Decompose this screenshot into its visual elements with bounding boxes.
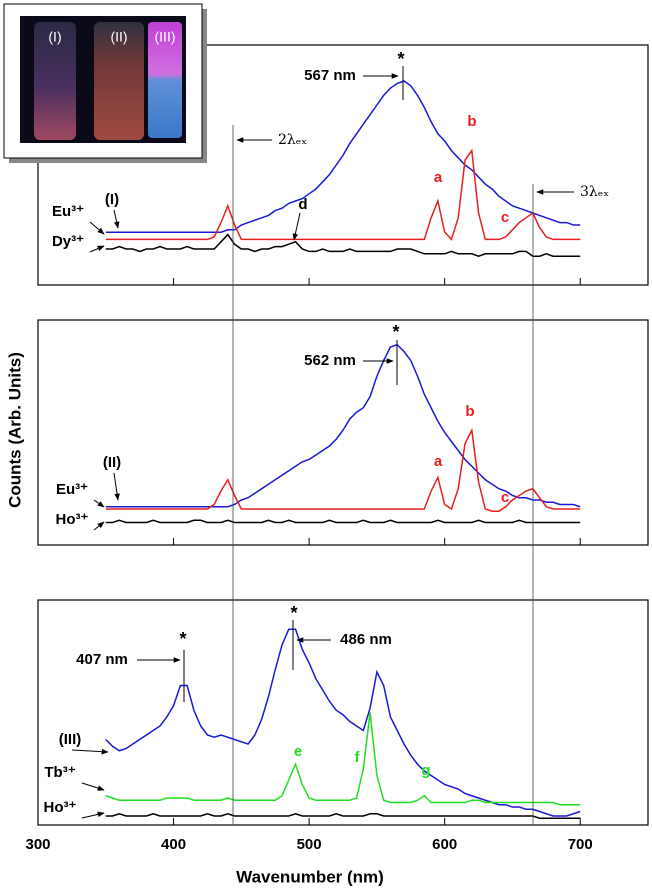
arrow [81, 811, 105, 819]
x-tick-label: 700 [568, 836, 593, 853]
series-label: Eu³⁺ [56, 481, 88, 498]
spectrum-line [105, 712, 581, 806]
vial [148, 22, 182, 138]
y-axis-label: Counts (Arb. Units) [5, 352, 24, 508]
series-label: (I) [105, 191, 119, 208]
series-label: Dy³⁺ [52, 233, 84, 250]
annotation: 407 nm [76, 651, 128, 668]
series-label: Tb³⁺ [44, 764, 75, 781]
annotation: 3λₑₓ [580, 184, 609, 200]
annotation: 2λₑₓ [278, 132, 307, 148]
arrow [113, 209, 120, 229]
annotation: f [355, 749, 361, 766]
annotation: 486 nm [340, 631, 392, 648]
x-tick-label: 300 [25, 836, 50, 853]
x-tick-label: 500 [297, 836, 322, 853]
inset-label: (I) [48, 29, 61, 45]
annotation: g [421, 762, 430, 779]
inset-label: (III) [155, 29, 176, 45]
arrow [71, 748, 109, 755]
panel-frame [37, 44, 649, 286]
panel-frame [37, 319, 649, 546]
series-label: (II) [103, 454, 121, 471]
annotation: c [501, 489, 509, 506]
spectrum-line [105, 148, 581, 241]
arrow [81, 782, 105, 791]
vial [94, 22, 144, 140]
arrow [292, 212, 301, 241]
series-label: Ho³⁺ [56, 511, 89, 528]
annotation: a [434, 169, 443, 186]
annotation: * [397, 49, 404, 69]
plot-area: (I) Eu³⁺ Dy³⁺ 567 nm * a b c d 2λₑₓ 3λₑₓ (II) Eu³⁺ Ho… [25, 44, 649, 853]
annotation: d [298, 196, 307, 213]
arrow [93, 521, 105, 531]
spectrum-line [105, 343, 581, 508]
arrow [113, 472, 120, 501]
annotation: e [294, 743, 302, 760]
spectrum-line [105, 812, 581, 819]
series-label: (III) [59, 731, 82, 748]
annotation: 562 nm [304, 352, 356, 369]
annotation: b [467, 113, 476, 130]
spectrum-line [105, 427, 581, 512]
x-tick-label: 600 [432, 836, 457, 853]
x-tick-label: 400 [161, 836, 186, 853]
annotation: * [392, 322, 399, 342]
annotation: a [434, 453, 443, 470]
arrow [89, 221, 105, 235]
vial [34, 22, 76, 140]
series-label: Eu³⁺ [52, 203, 84, 220]
arrow [89, 245, 105, 253]
annotation: * [179, 629, 186, 649]
annotation: c [501, 209, 509, 226]
arrow [93, 499, 105, 508]
annotation: 567 nm [304, 67, 356, 84]
inset-label: (II) [110, 29, 127, 45]
x-axis-label: Wavenumber (nm) [236, 867, 384, 886]
annotation: b [465, 403, 474, 420]
annotation: * [290, 603, 297, 623]
spectrum-line [105, 628, 581, 817]
inset-photo: (I) (II) (III) [3, 3, 207, 163]
panel-frame [37, 599, 649, 826]
series-label: Ho³⁺ [44, 799, 77, 816]
spectrum-line [105, 233, 581, 257]
spectrum-line [105, 80, 581, 233]
spectrum-line [105, 519, 581, 524]
